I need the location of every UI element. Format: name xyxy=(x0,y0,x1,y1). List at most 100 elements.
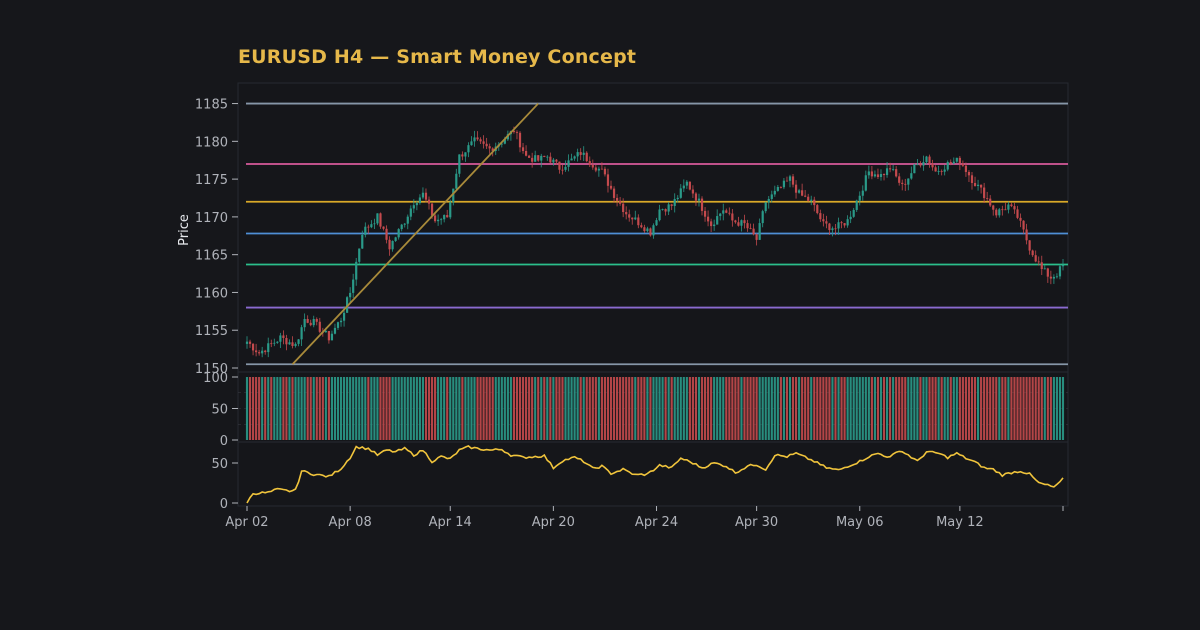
candle-body xyxy=(330,333,334,341)
candle-body xyxy=(576,152,579,157)
candle-body xyxy=(785,180,789,182)
candle-body xyxy=(606,174,610,186)
volume-bar xyxy=(973,377,977,440)
candle-body xyxy=(370,224,373,228)
candle-body xyxy=(521,147,525,151)
candle-body xyxy=(324,330,327,333)
volume-bar xyxy=(700,377,704,440)
candle-body xyxy=(986,198,989,199)
volume-bar xyxy=(928,377,931,440)
volume-bar xyxy=(330,377,333,440)
volume-bar xyxy=(992,377,995,440)
volume-bar xyxy=(907,377,910,440)
candle-body xyxy=(691,189,695,194)
volume-bar xyxy=(649,377,652,440)
candle-body xyxy=(882,174,886,176)
volume-bar xyxy=(612,377,616,440)
volume-bar xyxy=(403,377,406,440)
volume-bar xyxy=(697,377,701,440)
candle-body xyxy=(339,320,343,323)
candle-body xyxy=(264,350,267,353)
volume-bar xyxy=(640,377,643,440)
volume-bar xyxy=(688,377,691,440)
candle-body xyxy=(779,186,782,188)
candle-body xyxy=(245,341,249,344)
candle-body xyxy=(807,196,810,201)
candles-layer xyxy=(245,126,1065,358)
volume-bar xyxy=(849,377,852,440)
candle-body xyxy=(797,190,801,193)
volume-bar xyxy=(594,377,597,440)
volume-bar xyxy=(355,377,358,440)
candle-body xyxy=(782,180,786,188)
volume-bar xyxy=(1061,377,1065,440)
volume-bar xyxy=(288,377,291,440)
volume-bar xyxy=(385,377,388,440)
volume-bar xyxy=(694,377,698,440)
volume-bar xyxy=(940,377,943,440)
candle-body xyxy=(746,223,749,229)
volume-bar xyxy=(546,377,549,440)
candle-body xyxy=(409,208,412,217)
candle-body xyxy=(734,220,737,223)
volume-bar xyxy=(822,377,825,440)
volume-bar xyxy=(846,377,849,440)
candle-body xyxy=(904,183,907,185)
candle-body xyxy=(864,175,867,191)
candle-body xyxy=(309,322,312,326)
volume-bar xyxy=(373,377,376,440)
volume-bar xyxy=(852,377,855,440)
volume-bar xyxy=(391,377,394,440)
candle-body xyxy=(503,139,506,144)
candle-body xyxy=(825,221,828,224)
candle-body xyxy=(558,161,561,170)
candle-body xyxy=(834,228,837,230)
candle-body xyxy=(1028,240,1031,251)
volume-bar xyxy=(734,377,737,440)
x-tick-label: Apr 08 xyxy=(329,515,372,530)
oscillator-layer xyxy=(246,444,1064,504)
volume-bar xyxy=(291,377,294,440)
volume-bar xyxy=(588,377,591,440)
volume-bar xyxy=(470,377,473,440)
volume-bar xyxy=(358,377,361,440)
candle-body xyxy=(788,176,792,181)
volume-bar xyxy=(427,377,431,440)
volume-bar xyxy=(922,377,925,440)
candle-body xyxy=(916,164,919,166)
volume-bar xyxy=(585,377,588,440)
volume-bar xyxy=(810,377,813,440)
candle-body xyxy=(673,199,676,206)
candle-body xyxy=(922,162,925,166)
volume-bar xyxy=(506,377,509,440)
volume-bar xyxy=(952,377,955,440)
candle-body xyxy=(531,157,534,162)
candle-body xyxy=(949,161,952,164)
candle-body xyxy=(1052,276,1055,279)
candle-body xyxy=(964,165,968,172)
candle-body xyxy=(515,131,519,133)
volume-bar xyxy=(652,377,655,440)
candle-body xyxy=(1049,276,1052,279)
volume-bar xyxy=(749,377,752,440)
candle-body xyxy=(970,175,974,184)
volume-bar xyxy=(679,377,682,440)
candle-body xyxy=(255,350,258,353)
candle-body xyxy=(588,161,591,166)
candle-body xyxy=(1001,209,1004,211)
candle-body xyxy=(543,155,546,157)
candle-body xyxy=(625,212,628,215)
candle-body xyxy=(270,343,273,345)
volume-bar xyxy=(412,377,415,440)
candle-body xyxy=(637,217,640,226)
volume-bar xyxy=(294,377,297,440)
volume-bar xyxy=(731,377,734,440)
candle-body xyxy=(676,197,679,200)
volume-bar xyxy=(285,377,288,440)
candle-body xyxy=(612,188,616,198)
volume-bar xyxy=(264,377,267,440)
candle-body xyxy=(1016,209,1019,218)
candle-body xyxy=(700,198,704,211)
candle-body xyxy=(567,160,570,167)
candle-body xyxy=(276,341,279,343)
